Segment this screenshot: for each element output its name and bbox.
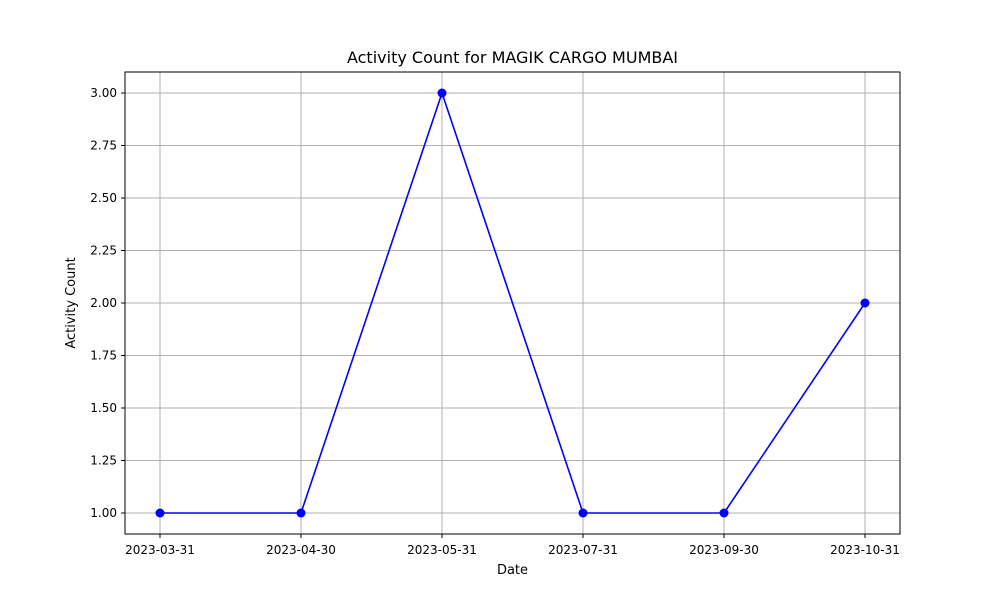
data-point-marker bbox=[296, 508, 306, 518]
y-tick-label: 2.00 bbox=[90, 296, 117, 310]
x-axis-label: Date bbox=[497, 563, 528, 578]
y-tick-label: 2.75 bbox=[90, 139, 117, 153]
y-tick-label: 2.25 bbox=[90, 244, 117, 258]
y-tick-label: 1.00 bbox=[90, 506, 117, 520]
x-tick-label: 2023-03-31 bbox=[125, 543, 195, 557]
y-axis-label: Activity Count bbox=[64, 257, 79, 348]
y-tick-label: 1.25 bbox=[90, 454, 117, 468]
data-point-marker bbox=[719, 508, 729, 518]
y-tick-label: 1.50 bbox=[90, 401, 117, 415]
series-layer bbox=[155, 88, 870, 518]
chart-title: Activity Count for MAGIK CARGO MUMBAI bbox=[347, 48, 678, 67]
x-tick-label: 2023-05-31 bbox=[407, 543, 477, 557]
x-axis-ticks: 2023-03-31 2023-04-30 2023-05-31 2023-07-31… bbox=[125, 534, 900, 557]
data-point-marker bbox=[155, 508, 165, 518]
y-axis-ticks: 1.00 1.25 1.50 1.75 2.00 2.25 2.50 2.75 3.00 bbox=[90, 86, 125, 520]
series-line bbox=[160, 90, 866, 514]
y-tick-label: 2.50 bbox=[90, 191, 117, 205]
y-tick-label: 3.00 bbox=[90, 86, 117, 100]
x-tick-label: 2023-07-31 bbox=[548, 543, 618, 557]
data-point-marker bbox=[437, 88, 447, 98]
x-tick-label: 2023-04-30 bbox=[266, 543, 336, 557]
x-tick-label: 2023-10-31 bbox=[830, 543, 900, 557]
data-point-marker bbox=[860, 298, 870, 308]
x-tick-label: 2023-09-30 bbox=[689, 543, 759, 557]
y-tick-label: 1.75 bbox=[90, 349, 117, 363]
data-point-marker bbox=[578, 508, 588, 518]
